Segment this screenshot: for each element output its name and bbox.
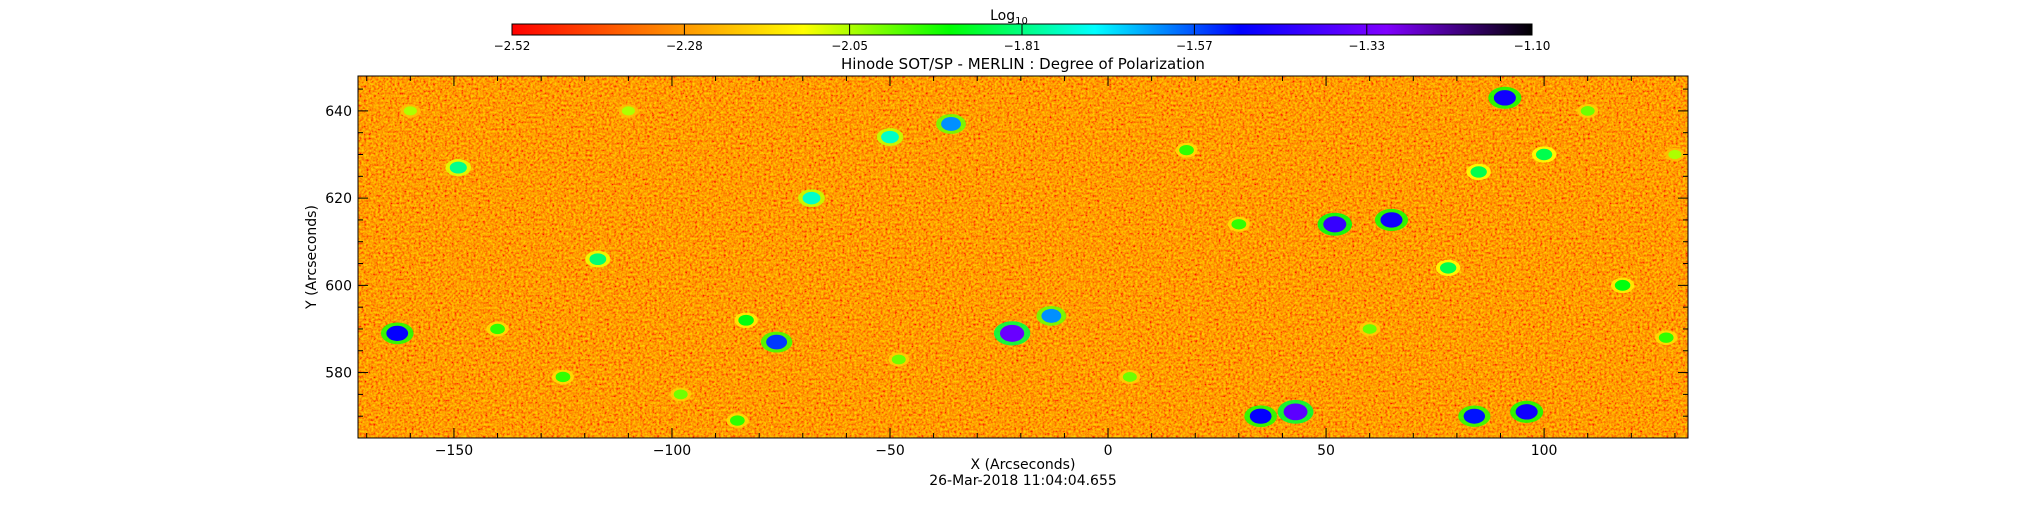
feature-core [1463, 408, 1486, 424]
feature-core [1362, 324, 1377, 334]
x-axis: −150 −100 −50 0 50 100 [366, 76, 1676, 459]
feature-core [490, 323, 505, 335]
feature-core [1179, 144, 1194, 156]
plot-area [358, 76, 1688, 438]
y-axis: 580 600 620 640 [325, 88, 1688, 417]
feature-core [449, 161, 467, 174]
feature-core [1668, 149, 1682, 160]
feature-core [1122, 372, 1137, 382]
feature-core [555, 371, 571, 383]
feature-core [1470, 166, 1487, 178]
feature-core [589, 253, 607, 266]
colorbar-tick-label: −1.57 [1176, 39, 1213, 53]
colorbar-tick-label: −2.05 [831, 39, 868, 53]
feature-core [673, 389, 688, 400]
feature-core [1493, 90, 1516, 106]
feature-core [1614, 279, 1631, 291]
y-tick-label: 640 [325, 104, 352, 120]
feature-core [999, 324, 1025, 342]
colorbar-label-subscript: 10 [1015, 16, 1028, 27]
heatmap-features [380, 86, 1685, 428]
colorbar-tick-label: −1.33 [1348, 39, 1385, 53]
colorbar-tick-label: −2.52 [494, 39, 531, 53]
feature-core [730, 415, 745, 426]
x-tick-label: −150 [435, 443, 473, 459]
chart-title: Hinode SOT/SP - MERLIN : Degree of Polar… [841, 55, 1205, 73]
feature-core [1658, 332, 1674, 343]
colorbar-label: Log10 [990, 8, 1028, 27]
feature-core [941, 117, 961, 131]
colorbar: Log10 −2.52 −2.28 −2.05 −1.81 −1.57 −1.33 −1.1… [494, 8, 1551, 53]
feature-core [1515, 404, 1538, 420]
y-tick-label: 620 [325, 191, 352, 207]
feature-core [1231, 219, 1247, 230]
feature-core [766, 334, 788, 350]
feature-core [738, 314, 754, 326]
feature-core [1283, 403, 1308, 421]
feature-core [1580, 106, 1595, 116]
x-tick-label: −100 [653, 443, 691, 459]
timestamp: 26-Mar-2018 11:04:04.655 [929, 473, 1117, 489]
feature-core [621, 106, 635, 116]
y-tick-label: 580 [325, 366, 352, 382]
y-tick-label: 600 [325, 278, 352, 294]
feature-core [1440, 262, 1457, 274]
heatmap-texture [358, 76, 1688, 438]
x-axis-label: X (Arcseconds) [971, 457, 1076, 473]
colorbar-tick-label: −1.10 [1514, 39, 1551, 53]
feature-core [802, 191, 821, 205]
feature-core [1535, 148, 1553, 161]
colorbar-tick-label: −2.28 [666, 39, 703, 53]
x-tick-label: −50 [875, 443, 905, 459]
colorbar-tick-label: −1.81 [1004, 39, 1041, 53]
y-axis-label: Y (Arcseconds) [304, 205, 320, 310]
feature-core [386, 325, 409, 341]
feature-core [1249, 408, 1272, 424]
x-tick-label: 50 [1317, 443, 1335, 459]
x-tick-label: 0 [1104, 443, 1113, 459]
colorbar-ticks: −2.52 −2.28 −2.05 −1.81 −1.57 −1.33 −1.10 [494, 24, 1551, 53]
feature-core [881, 130, 899, 144]
feature-core [891, 354, 906, 365]
plot-frame [357, 75, 1689, 439]
feature-core [1041, 308, 1062, 323]
x-tick-label: 100 [1531, 443, 1558, 459]
feature-core [403, 106, 417, 116]
feature-core [1380, 212, 1403, 228]
feature-core [1323, 216, 1347, 233]
